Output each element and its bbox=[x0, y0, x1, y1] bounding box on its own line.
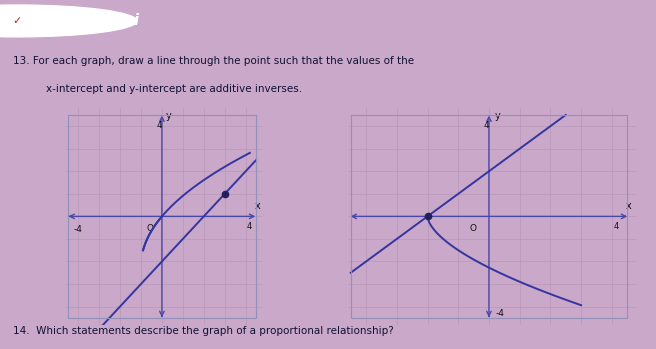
Text: 13. For each graph, draw a line through the point such that the values of the: 13. For each graph, draw a line through … bbox=[13, 56, 414, 66]
Text: 4: 4 bbox=[247, 222, 252, 231]
Text: O: O bbox=[470, 224, 477, 233]
Text: 4: 4 bbox=[613, 222, 619, 231]
Text: x: x bbox=[626, 201, 632, 211]
Text: -4: -4 bbox=[73, 225, 83, 235]
Text: x: x bbox=[255, 201, 260, 211]
Text: -4: -4 bbox=[495, 309, 504, 318]
Circle shape bbox=[0, 5, 137, 37]
Text: y: y bbox=[166, 111, 171, 121]
Text: y: y bbox=[495, 111, 501, 121]
Text: x-intercept and y-intercept are additive inverses.: x-intercept and y-intercept are additive… bbox=[46, 84, 302, 94]
Text: 4: 4 bbox=[156, 121, 162, 129]
Text: 14.  Which statements describe the graph of a proportional relationship?: 14. Which statements describe the graph … bbox=[13, 326, 394, 336]
Text: O: O bbox=[146, 224, 154, 233]
Text: 4: 4 bbox=[483, 121, 489, 129]
Text: Assessmei: Assessmei bbox=[51, 14, 140, 28]
Text: ✓: ✓ bbox=[12, 16, 22, 26]
